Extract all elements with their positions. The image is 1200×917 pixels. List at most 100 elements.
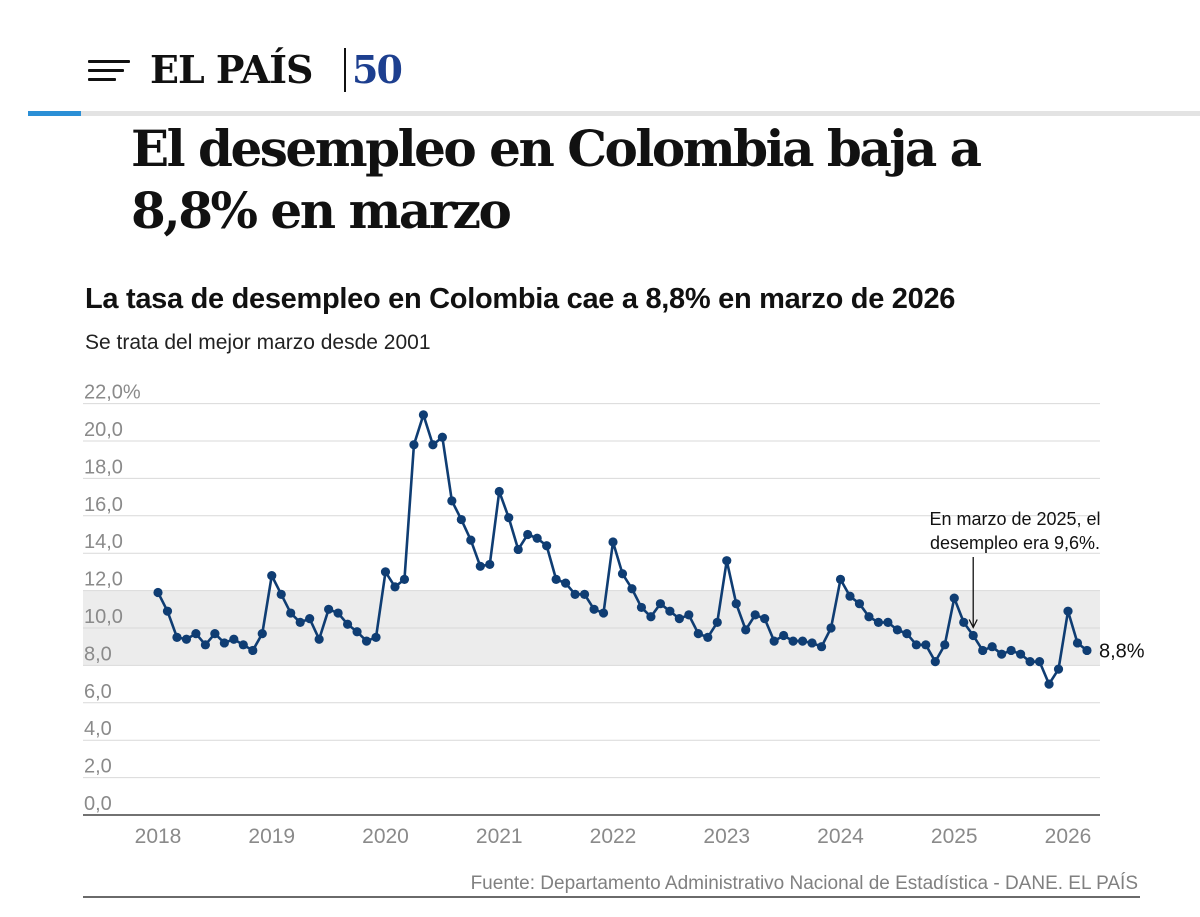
data-point	[579, 589, 590, 599]
data-point	[504, 513, 514, 523]
data-point	[399, 574, 410, 584]
data-point	[712, 617, 722, 627]
y-tick-label: 12,0	[84, 569, 123, 591]
data-point	[940, 640, 950, 650]
data-point	[561, 578, 571, 588]
data-point	[722, 556, 732, 566]
x-tick-label: 2025	[931, 825, 978, 848]
data-point	[238, 640, 248, 650]
data-point	[229, 634, 239, 644]
data-point	[1082, 645, 1092, 656]
data-point	[1006, 645, 1016, 656]
data-point	[826, 623, 836, 633]
chart-title: La tasa de desempleo en Colombia cae a 8…	[85, 283, 956, 315]
data-point	[987, 642, 997, 652]
data-point	[978, 645, 988, 656]
data-point	[324, 604, 334, 614]
data-point	[997, 649, 1007, 659]
data-point	[741, 625, 751, 635]
data-point	[342, 619, 353, 629]
data-point	[779, 630, 789, 641]
data-point	[485, 559, 495, 570]
data-point	[295, 617, 305, 627]
data-point	[248, 645, 258, 656]
data-point	[286, 608, 296, 618]
data-point	[1034, 657, 1045, 667]
data-point	[769, 636, 779, 646]
data-point	[162, 606, 173, 616]
y-tick-label: 18,0	[84, 456, 123, 478]
x-tick-label: 2023	[703, 825, 750, 848]
data-point	[172, 632, 182, 642]
data-point	[845, 591, 855, 601]
data-point	[542, 541, 552, 551]
chart-source-note: Fuente: Departamento Administrativo Naci…	[470, 873, 1138, 894]
data-point	[750, 610, 760, 620]
header-divider	[28, 111, 1200, 116]
annotation-text-line-2: desempleo era 9,6%.	[930, 533, 1100, 553]
data-point	[959, 617, 969, 627]
data-point	[1053, 664, 1064, 674]
data-point	[968, 630, 978, 641]
annotation-text-line-1: En marzo de 2025, el	[929, 509, 1100, 529]
x-tick-label: 2018	[135, 825, 182, 848]
masthead: EL PAÍS 50	[0, 0, 1200, 118]
data-point	[693, 629, 703, 639]
anniversary-50-logo: 50	[352, 47, 403, 92]
el-pais-logo[interactable]: EL PAÍS	[150, 47, 313, 92]
data-point	[551, 574, 561, 584]
data-point	[352, 627, 362, 637]
data-point	[627, 584, 637, 594]
data-point	[447, 496, 457, 506]
data-point	[816, 642, 827, 652]
data-point	[333, 608, 343, 618]
data-point	[807, 638, 817, 648]
data-point	[314, 634, 324, 644]
annotation-arrow-head	[968, 619, 978, 629]
data-point	[513, 544, 523, 555]
data-point	[305, 614, 315, 624]
y-tick-label: 2,0	[84, 756, 112, 778]
data-point	[570, 589, 580, 599]
data-point	[380, 567, 391, 577]
data-point	[665, 606, 675, 616]
data-point	[1016, 649, 1026, 659]
data-point	[949, 593, 959, 603]
data-point	[191, 629, 201, 639]
headline-line-1: El desempleo en Colombia baja a	[131, 119, 982, 178]
logo-separator	[344, 48, 346, 92]
data-point	[788, 636, 798, 646]
headline-line-2: 8,8% en marzo	[131, 181, 512, 240]
data-point	[532, 533, 542, 543]
data-point	[608, 537, 618, 547]
data-point	[1063, 606, 1073, 616]
data-point	[883, 617, 893, 627]
data-point	[466, 535, 476, 545]
data-point	[636, 602, 647, 613]
chart-subtitle: Se trata del mejor marzo desde 2001	[85, 331, 431, 354]
data-point	[210, 629, 220, 639]
data-point	[361, 636, 372, 646]
hamburger-menu-icon[interactable]	[88, 60, 130, 84]
data-point	[418, 410, 429, 420]
data-point	[892, 625, 902, 635]
data-point	[911, 640, 921, 650]
article-headline: El desempleo en Colombia baja a 8,8% en …	[131, 118, 1131, 242]
data-point	[655, 599, 665, 609]
data-point	[523, 529, 533, 540]
data-point	[760, 614, 770, 624]
data-point	[276, 589, 286, 599]
y-tick-label: 22,0%	[84, 382, 141, 404]
y-tick-label: 4,0	[84, 718, 112, 740]
data-point	[684, 610, 694, 620]
data-point	[646, 612, 656, 622]
x-tick-label: 2020	[362, 825, 409, 848]
y-tick-label: 8,0	[84, 643, 112, 665]
data-point	[703, 632, 713, 642]
data-point	[797, 636, 808, 646]
data-point	[437, 432, 447, 442]
x-tick-label: 2021	[476, 825, 523, 848]
data-point	[409, 440, 419, 450]
y-tick-label: 14,0	[84, 531, 123, 553]
